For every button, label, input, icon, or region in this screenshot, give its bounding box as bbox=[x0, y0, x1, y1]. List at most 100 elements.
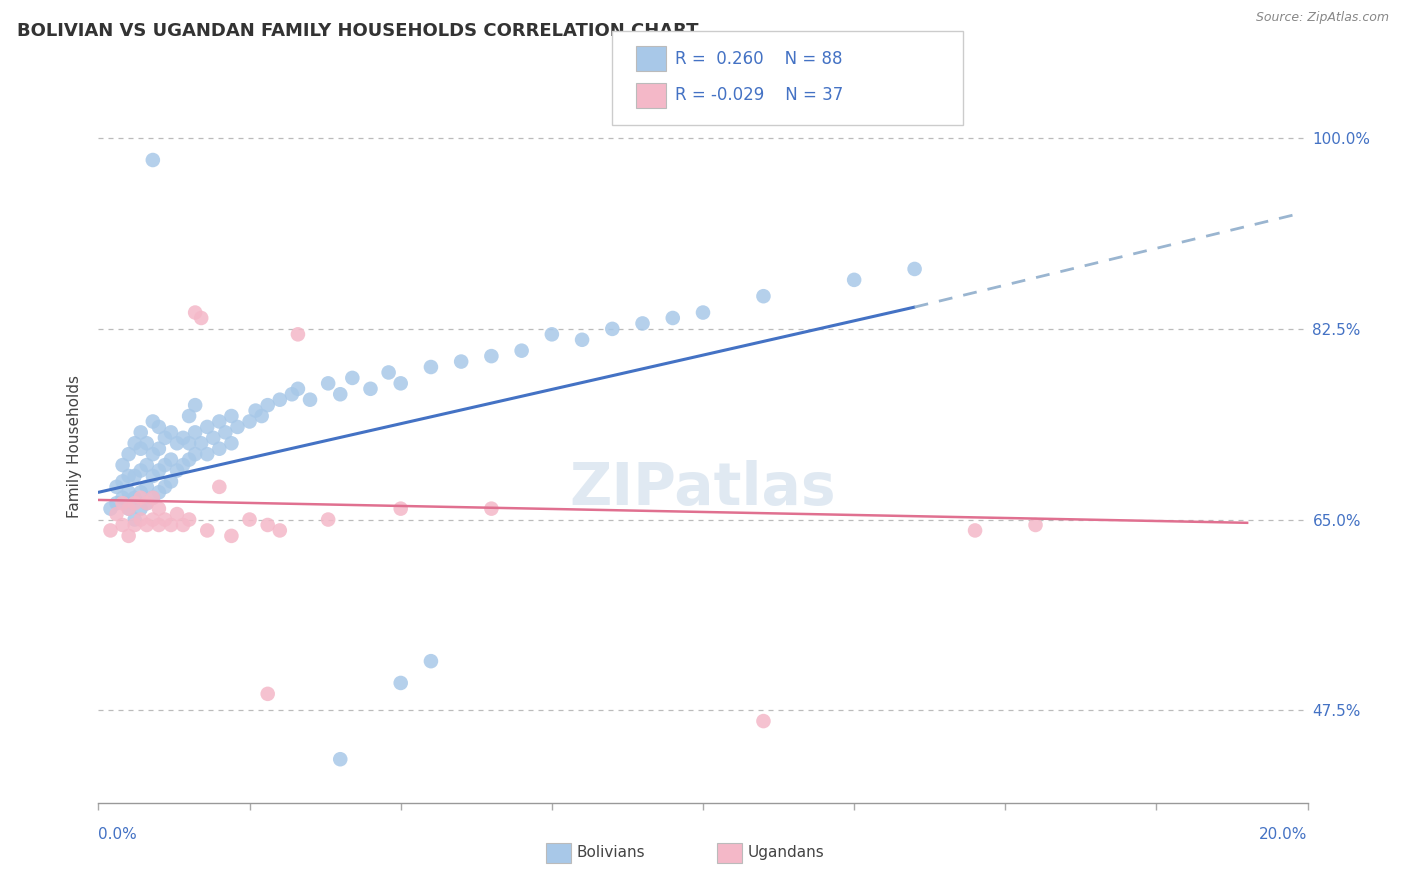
Point bbox=[179, 409, 201, 423]
Point bbox=[148, 501, 170, 516]
Point bbox=[214, 425, 236, 440]
Text: Bolivians: Bolivians bbox=[576, 846, 645, 860]
Point bbox=[111, 491, 134, 505]
Point bbox=[129, 485, 152, 500]
Point bbox=[287, 327, 309, 342]
Point bbox=[111, 518, 134, 533]
Point bbox=[661, 310, 683, 325]
Text: R = -0.029    N = 37: R = -0.029 N = 37 bbox=[675, 87, 844, 104]
Point bbox=[160, 452, 183, 467]
Text: 0.0%: 0.0% bbox=[98, 827, 138, 842]
Point bbox=[172, 458, 194, 472]
Point bbox=[692, 305, 714, 319]
Point bbox=[135, 458, 157, 472]
Point bbox=[129, 442, 152, 456]
Point bbox=[179, 512, 201, 526]
Point bbox=[221, 529, 243, 543]
Text: Source: ZipAtlas.com: Source: ZipAtlas.com bbox=[1256, 11, 1389, 24]
Text: ZIPatlas: ZIPatlas bbox=[569, 460, 837, 517]
Point bbox=[752, 289, 775, 303]
Point bbox=[752, 714, 775, 728]
Point bbox=[124, 496, 146, 510]
Point bbox=[195, 524, 218, 538]
Point bbox=[250, 409, 273, 423]
Point bbox=[129, 501, 152, 516]
Point bbox=[111, 475, 134, 489]
Point bbox=[148, 442, 170, 456]
Point bbox=[153, 512, 176, 526]
Text: BOLIVIAN VS UGANDAN FAMILY HOUSEHOLDS CORRELATION CHART: BOLIVIAN VS UGANDAN FAMILY HOUSEHOLDS CO… bbox=[17, 22, 699, 40]
Point bbox=[299, 392, 322, 407]
Point bbox=[118, 485, 141, 500]
Point bbox=[153, 480, 176, 494]
Point bbox=[571, 333, 593, 347]
Point bbox=[245, 403, 267, 417]
Point bbox=[184, 398, 207, 412]
Point bbox=[481, 501, 503, 516]
Point bbox=[100, 501, 122, 516]
Point bbox=[142, 512, 165, 526]
Point bbox=[166, 436, 188, 450]
Point bbox=[135, 480, 157, 494]
Point bbox=[172, 431, 194, 445]
Point bbox=[166, 507, 188, 521]
Point bbox=[202, 431, 225, 445]
Point bbox=[221, 409, 243, 423]
Point bbox=[602, 322, 624, 336]
Y-axis label: Family Households: Family Households bbox=[67, 375, 83, 517]
Point bbox=[124, 491, 146, 505]
Point bbox=[129, 491, 152, 505]
Point bbox=[111, 496, 134, 510]
Point bbox=[142, 491, 165, 505]
Point bbox=[481, 349, 503, 363]
Point bbox=[360, 382, 382, 396]
Point bbox=[142, 153, 165, 167]
Point bbox=[269, 392, 291, 407]
Point bbox=[153, 458, 176, 472]
Point bbox=[510, 343, 533, 358]
Point bbox=[226, 420, 249, 434]
Point bbox=[172, 518, 194, 533]
Text: Ugandans: Ugandans bbox=[748, 846, 825, 860]
Point bbox=[190, 310, 212, 325]
Point bbox=[190, 436, 212, 450]
Point bbox=[1024, 518, 1046, 533]
Point bbox=[389, 676, 412, 690]
Point bbox=[124, 436, 146, 450]
Point bbox=[281, 387, 304, 401]
Text: 20.0%: 20.0% bbox=[1260, 827, 1308, 842]
Point bbox=[844, 273, 866, 287]
Point bbox=[118, 501, 141, 516]
Point bbox=[631, 317, 654, 331]
Point bbox=[420, 654, 443, 668]
Point bbox=[142, 491, 165, 505]
Point bbox=[124, 469, 146, 483]
Point bbox=[221, 436, 243, 450]
Point bbox=[184, 447, 207, 461]
Point bbox=[118, 501, 141, 516]
Point bbox=[540, 327, 562, 342]
Point bbox=[153, 431, 176, 445]
Point bbox=[389, 501, 412, 516]
Point bbox=[105, 496, 128, 510]
Point bbox=[124, 518, 146, 533]
Point bbox=[329, 752, 352, 766]
Point bbox=[965, 524, 987, 538]
Point bbox=[129, 425, 152, 440]
Point bbox=[179, 436, 201, 450]
Point bbox=[904, 262, 927, 277]
Point bbox=[208, 442, 231, 456]
Point bbox=[105, 480, 128, 494]
Point bbox=[124, 512, 146, 526]
Point bbox=[118, 447, 141, 461]
Point bbox=[105, 507, 128, 521]
Point bbox=[148, 463, 170, 477]
Point bbox=[142, 469, 165, 483]
Point bbox=[118, 529, 141, 543]
Point bbox=[148, 485, 170, 500]
Point bbox=[129, 512, 152, 526]
Point bbox=[179, 452, 201, 467]
Point bbox=[160, 475, 183, 489]
Point bbox=[329, 387, 352, 401]
Point bbox=[129, 463, 152, 477]
